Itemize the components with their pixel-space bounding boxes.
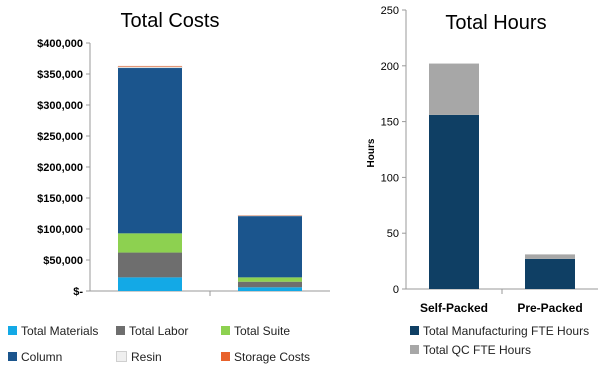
y-tick-label: 250 [381, 5, 399, 17]
legend-label: Resin [131, 350, 162, 364]
bar-segment-total-suite [238, 277, 302, 282]
legend-label: Column [21, 350, 63, 364]
legend-item: Column [8, 350, 62, 364]
legend-swatch [116, 326, 125, 336]
y-tick-label: $250,000 [37, 131, 83, 143]
legend-label: Total Materials [21, 324, 99, 338]
y-tick-label: $100,000 [37, 224, 83, 236]
hours-chart-title: Total Hours [445, 12, 546, 34]
bar-segment-total-qc-fte-hours [525, 254, 575, 259]
y-tick-label: $400,000 [37, 38, 83, 50]
hours-y-axis-label: Hours [366, 138, 377, 167]
y-tick-label: $- [73, 286, 83, 298]
legend-swatch [410, 326, 419, 336]
legend-item: Total QC FTE Hours [410, 343, 531, 357]
bar-segment-total-labor [118, 252, 182, 278]
legend-swatch [116, 351, 127, 363]
legend-swatch [221, 326, 230, 336]
y-tick-label: 50 [387, 228, 399, 240]
category-label: Pre-Packed [517, 301, 582, 315]
legend-label: Total QC FTE Hours [423, 343, 532, 357]
total-costs-chart: Total Costs $400,000 $350,000 $300,000 $250… [37, 10, 330, 298]
y-tick-label: $300,000 [37, 100, 83, 112]
legend-swatch [410, 345, 419, 355]
legend-item: Storage Costs [221, 350, 310, 364]
legend-label: Total Manufacturing FTE Hours [423, 324, 590, 338]
legend-label: Total Labor [129, 324, 189, 338]
bar-segment-total-labor [238, 281, 302, 288]
bar-segment-total-manufacturing-fte-hours [429, 114, 479, 290]
bar-segment-resin [117, 66, 183, 69]
y-tick-label: 150 [381, 117, 399, 129]
y-tick-label: $150,000 [37, 193, 83, 205]
legend-swatch [221, 352, 230, 362]
legend-swatch [8, 326, 17, 336]
bar-segment-total-materials [238, 287, 302, 291]
legend-item: Total Suite [221, 324, 290, 338]
legend-item: Total Materials [8, 324, 98, 338]
y-tick-label: $50,000 [43, 255, 83, 267]
costs-chart-title: Total Costs [121, 10, 220, 32]
legend-label: Storage Costs [234, 350, 311, 364]
legend-item: Total Manufacturing FTE Hours [410, 324, 589, 338]
legend-item: Total Labor [116, 324, 188, 338]
category-label: Self-Packed [420, 301, 488, 315]
y-tick-label: 200 [381, 61, 399, 73]
bar-segment-total-qc-fte-hours [429, 63, 479, 115]
bar-segment-column [238, 215, 302, 278]
y-tick-label: 100 [381, 172, 399, 184]
total-hours-chart: Total Hours Hours 250 200 150 100 50 0 Self-P… [366, 5, 598, 315]
bar-segment-total-manufacturing-fte-hours [525, 258, 575, 289]
bar-segment-column [118, 67, 182, 234]
legend-label: Total Suite [234, 324, 291, 338]
legend-item: Resin [116, 350, 162, 364]
y-tick-label: $350,000 [37, 69, 83, 81]
bar-segment-storage-costs [118, 65, 182, 67]
legend-swatch [8, 352, 17, 362]
y-tick-label: $200,000 [37, 162, 83, 174]
y-tick-label: 0 [393, 284, 399, 296]
bar-segment-total-suite [118, 233, 182, 253]
bar-segment-total-materials [118, 277, 182, 291]
hours-legend: Total Manufacturing FTE Hours Total QC FT… [410, 323, 610, 363]
costs-legend: Total Materials Total Labor Total Suite Col… [8, 323, 338, 367]
